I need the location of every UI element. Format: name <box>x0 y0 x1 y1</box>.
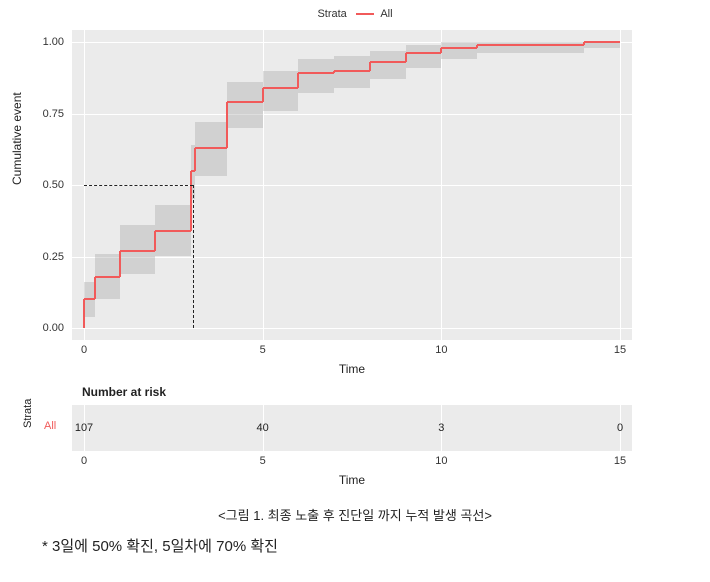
risk-table-title: Number at risk <box>82 385 166 399</box>
risk-count: 107 <box>75 422 93 434</box>
x-tick-label: 10 <box>435 455 447 467</box>
risk-y-label: Strata <box>22 399 34 428</box>
cumulative-event-chart <box>72 30 632 340</box>
x-tick-label: 15 <box>614 455 626 467</box>
legend-series-label: All <box>380 8 392 20</box>
y-tick-label: 0.50 <box>43 179 64 191</box>
y-tick-label: 1.00 <box>43 36 64 48</box>
risk-count: 3 <box>438 422 444 434</box>
legend-line-marker <box>356 13 374 15</box>
y-tick-label: 0.25 <box>43 251 64 263</box>
risk-table: 107 40 3 0 <box>72 405 632 451</box>
y-axis-label: Cumulative event <box>10 92 24 185</box>
x-axis-label-main: Time <box>72 362 632 376</box>
risk-count: 0 <box>617 422 623 434</box>
risk-count: 40 <box>257 422 269 434</box>
x-tick-label: 5 <box>260 344 266 356</box>
y-axis-ticks: 0.00 0.25 0.50 0.75 1.00 <box>32 30 68 340</box>
x-axis-ticks-main: 0 5 10 15 <box>72 344 632 360</box>
x-tick-label: 5 <box>260 455 266 467</box>
y-tick-label: 0.75 <box>43 108 64 120</box>
x-tick-label: 0 <box>81 455 87 467</box>
risk-strata-label: All <box>44 420 56 432</box>
x-axis-ticks-risk: 0 5 10 15 <box>72 455 632 471</box>
x-tick-label: 0 <box>81 344 87 356</box>
figure-caption: <그림 1. 최종 노출 후 진단일 까지 누적 발생 곡선> <box>0 505 710 524</box>
figure-footnote: * 3일에 50% 확진, 5일차에 70% 확진 <box>42 535 278 556</box>
legend: Strata All <box>0 8 710 20</box>
y-tick-label: 0.00 <box>43 322 64 334</box>
x-tick-label: 15 <box>614 344 626 356</box>
legend-title: Strata <box>317 8 346 20</box>
x-axis-label-risk: Time <box>72 473 632 487</box>
x-tick-label: 10 <box>435 344 447 356</box>
